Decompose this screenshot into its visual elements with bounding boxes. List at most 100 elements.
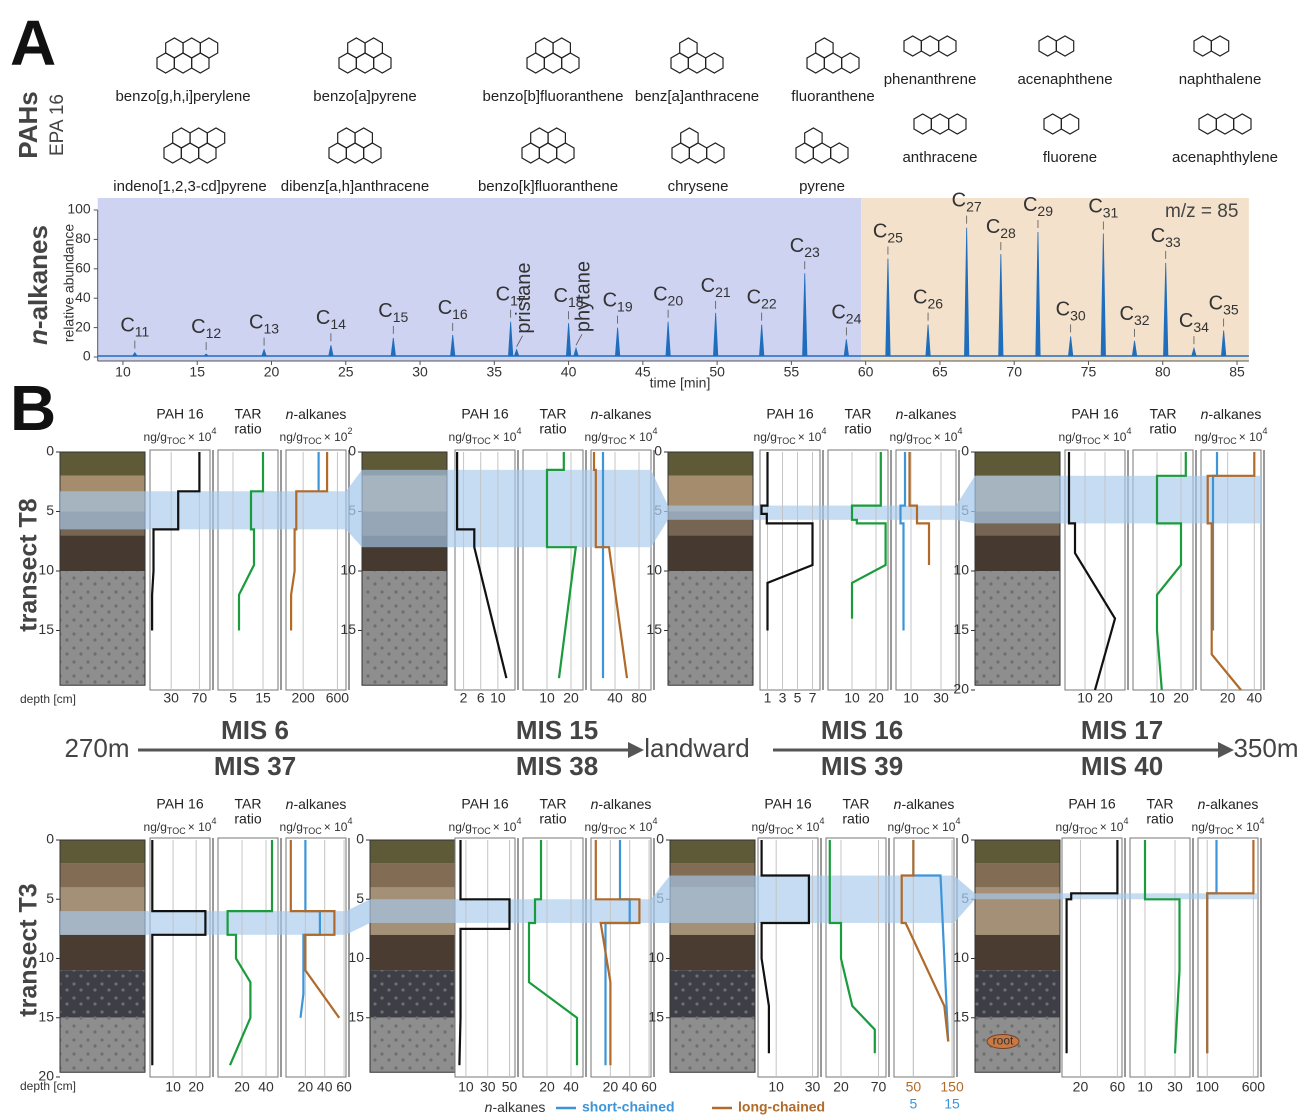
y-tick-label: 100 xyxy=(67,201,91,217)
plot-frame xyxy=(523,838,583,1077)
x-tick-label: 10 xyxy=(115,364,131,380)
soil-texture xyxy=(670,970,755,1017)
alkane-header: n-alkanes xyxy=(896,406,957,422)
peak-label-part: 34 xyxy=(1193,319,1209,335)
alkane-unit-part: ng/g xyxy=(1192,820,1215,834)
x-tick-label: 20 xyxy=(539,1079,555,1095)
pah-unit-part: 4 xyxy=(1126,426,1131,436)
x-tick-label: 10 xyxy=(1149,690,1165,706)
period-label: MIS 39 xyxy=(821,751,903,781)
x-tick-label: 80 xyxy=(631,690,647,706)
x-tick-label: 20 xyxy=(188,1079,204,1095)
plot-frame xyxy=(150,450,210,690)
x-tick-label: 40 xyxy=(622,1079,638,1095)
pah-unit-part: TOC xyxy=(777,436,796,446)
depth-tick-label: 5 xyxy=(46,502,54,518)
compound-name: benzo[k]fluoranthene xyxy=(478,178,618,195)
pah-unit-part: 4 xyxy=(211,816,216,826)
soil-layer xyxy=(60,864,145,888)
x-tick-label: 30 xyxy=(412,364,428,380)
pah-unit-part: 4 xyxy=(819,816,824,826)
arrow-head xyxy=(1218,742,1234,758)
soil-texture xyxy=(370,970,455,1017)
compound-name: pyrene xyxy=(799,178,845,195)
molecule-ring xyxy=(816,38,833,58)
depth-tick-label: 10 xyxy=(646,562,662,578)
pah-unit-part: ng/g xyxy=(754,430,777,444)
alkane-header-part: n xyxy=(591,796,599,812)
peak-label-part: C xyxy=(747,287,761,309)
alkane-unit-part: 4 xyxy=(347,816,352,826)
alkane-unit-part: TOC xyxy=(608,436,627,446)
pah-unit-part: 4 xyxy=(821,426,826,436)
soil-annotation: root xyxy=(993,1034,1014,1048)
peak-label-part: C xyxy=(554,285,568,307)
pah-unit-part: × 10 xyxy=(796,820,820,834)
molecule-ring xyxy=(680,38,697,58)
soil-texture xyxy=(370,1018,455,1073)
legend-title-part: n xyxy=(485,1099,493,1115)
tar-header: TAR xyxy=(235,796,262,812)
alkane-header-part: -alkanes xyxy=(1208,406,1261,422)
compound-name: acenaphthylene xyxy=(1172,149,1278,166)
alkane-header-part: n xyxy=(896,406,904,422)
side-title: n-alkanes xyxy=(23,225,53,345)
molecule-ring xyxy=(173,128,190,148)
peak-label-part: C xyxy=(986,216,1000,238)
x-tick-label: 3 xyxy=(779,690,787,706)
x-tick-label: 40 xyxy=(607,690,623,706)
depth-tick-label: 0 xyxy=(46,443,54,459)
depth-tick-label: 0 xyxy=(348,443,356,459)
peak-label-part: 15 xyxy=(393,309,409,325)
soil-layer xyxy=(60,935,145,971)
pah-unit: ng/gTOC× 104 xyxy=(752,816,825,836)
peak-label-part: 35 xyxy=(1223,301,1239,317)
soil-layer xyxy=(370,864,455,888)
depth-tick-label: 20 xyxy=(953,681,969,697)
x-tick-label: 600 xyxy=(326,690,350,706)
alkane-unit-part: ng/g xyxy=(888,820,911,834)
legend-label: short-chained xyxy=(582,1099,675,1115)
pah-header: PAH 16 xyxy=(461,406,508,422)
molecule-ring xyxy=(904,36,921,56)
depth-tick-label: 0 xyxy=(654,443,662,459)
tar-header: TAR xyxy=(843,796,870,812)
peak-label-part: C xyxy=(438,297,452,319)
alkane-unit: ng/gTOC× 104 xyxy=(585,816,658,836)
x-tick-label: 85 xyxy=(1229,364,1245,380)
alkane-header-part: -alkanes xyxy=(293,406,346,422)
x-tick-label: 35 xyxy=(487,364,503,380)
plot-frame xyxy=(218,450,278,690)
alkane-unit: ng/gTOC× 104 xyxy=(1195,426,1268,446)
soil-texture xyxy=(362,571,447,685)
peak-label: C29 xyxy=(1023,194,1053,218)
alkane-header-part: -alkanes xyxy=(1205,796,1258,812)
molecule-ring xyxy=(939,36,956,56)
pah-unit-part: ng/g xyxy=(1059,430,1082,444)
alkane-unit-part: TOC xyxy=(1215,826,1234,836)
tar-header: TAR xyxy=(540,796,567,812)
plot-frame xyxy=(828,450,888,690)
alkane-unit-part: × 10 xyxy=(324,820,348,834)
molecule-ring xyxy=(548,128,565,148)
direction-start: 270m xyxy=(64,733,129,763)
alkane-unit-part: × 10 xyxy=(1236,820,1260,834)
compound-name: naphthalene xyxy=(1179,71,1262,88)
pah-unit-part: × 10 xyxy=(1100,820,1124,834)
peak-label-part: C xyxy=(1151,225,1165,247)
soil-layer xyxy=(670,840,755,864)
depth-tick-label: 5 xyxy=(46,890,54,906)
x-tick-label: 10 xyxy=(1077,690,1093,706)
period-label: MIS 17 xyxy=(1081,715,1163,745)
molecule-ring xyxy=(1199,114,1216,134)
pah-unit-part: ng/g xyxy=(144,430,167,444)
molecule-ring xyxy=(355,128,372,148)
x-tick-label: 15 xyxy=(189,364,205,380)
tar-subheader: ratio xyxy=(1146,811,1173,827)
molecule-ring xyxy=(831,143,848,163)
x-tick-label: 600 xyxy=(1242,1079,1266,1095)
alkane-unit-part: × 10 xyxy=(629,430,653,444)
peak-label-part: C xyxy=(603,290,617,312)
soil-texture xyxy=(668,571,753,685)
molecule-ring xyxy=(531,128,548,148)
